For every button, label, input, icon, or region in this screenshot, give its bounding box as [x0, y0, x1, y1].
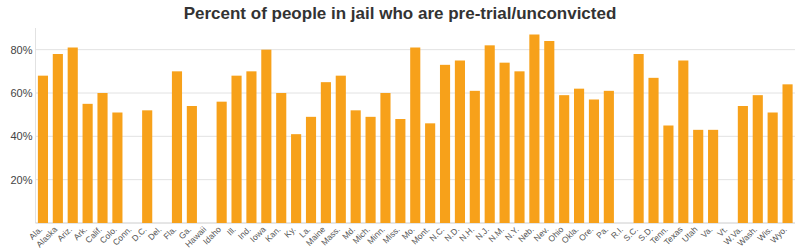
bars [38, 35, 793, 224]
bar [589, 100, 599, 224]
x-tick-label: Mass. [319, 224, 342, 247]
y-axis [35, 28, 36, 223]
bar [112, 113, 122, 224]
bar [425, 123, 435, 223]
bar [366, 117, 376, 223]
x-tick-label: Utah [680, 224, 700, 244]
bar [351, 110, 361, 223]
bar [470, 91, 480, 223]
bar [738, 106, 748, 223]
bar [261, 50, 271, 223]
x-tick-label: Wyo. [768, 224, 789, 245]
bar [708, 130, 718, 223]
bar [514, 71, 524, 223]
bar [455, 61, 465, 224]
bar [753, 95, 763, 223]
bar [663, 126, 673, 224]
x-tick-label: Del. [146, 224, 164, 242]
x-tick-label: Ore. [577, 224, 596, 243]
bar [634, 54, 644, 223]
bar [306, 117, 316, 223]
bar [187, 106, 197, 223]
bar [276, 93, 286, 223]
chart: Percent of people in jail who are pre-tr… [0, 0, 800, 250]
bar [440, 65, 450, 223]
title: Percent of people in jail who are pre-tr… [184, 4, 617, 23]
bar [574, 89, 584, 223]
bar [217, 102, 227, 223]
bar [142, 110, 152, 223]
x-tick-label: Pa. [594, 224, 610, 240]
bar [678, 61, 688, 224]
bar [97, 93, 107, 223]
bar [231, 76, 241, 223]
bar [291, 134, 301, 223]
x-tick-label: Va. [699, 224, 715, 240]
x-tick-label: Idaho [201, 224, 223, 246]
bar [336, 76, 346, 223]
bar [544, 41, 554, 223]
x-tick-label: Ky. [282, 224, 297, 239]
bar [529, 35, 539, 224]
bar [380, 93, 390, 223]
bar [485, 45, 495, 223]
bar [53, 54, 63, 223]
bar [693, 130, 703, 223]
bar [246, 71, 256, 223]
y-tick-label: 40% [10, 130, 32, 142]
bar [395, 119, 405, 223]
bar [172, 71, 182, 223]
y-tick-label: 60% [10, 87, 32, 99]
y-tick-label: 80% [10, 44, 32, 56]
bar [321, 82, 331, 223]
x-tick-label: Fla. [161, 224, 178, 241]
bar [38, 76, 48, 223]
bar [782, 84, 792, 223]
bar [604, 91, 614, 223]
bar [410, 48, 420, 224]
bar [559, 95, 569, 223]
bar [83, 104, 93, 223]
x-tick-label: Kan. [263, 224, 282, 243]
bar [68, 48, 78, 224]
bar [500, 63, 510, 223]
x-tick-label: Miss. [381, 224, 402, 245]
y-tick-label: 20% [10, 174, 32, 186]
bar [648, 78, 658, 223]
bar [768, 113, 778, 224]
